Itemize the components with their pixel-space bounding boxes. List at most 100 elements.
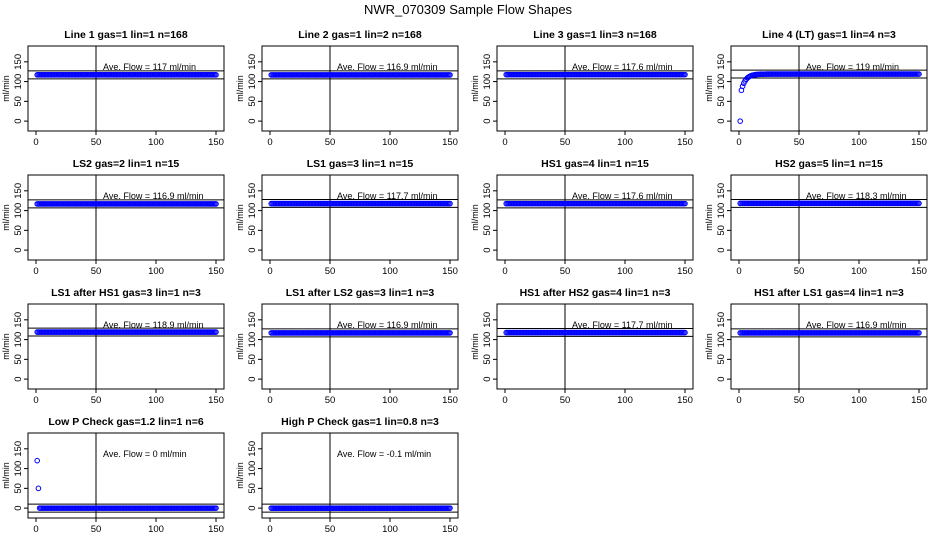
x-tick-label: 150 bbox=[677, 137, 693, 148]
y-tick-label: 150 bbox=[247, 441, 258, 457]
x-tick-label: 150 bbox=[911, 395, 927, 406]
y-tick-label: 150 bbox=[482, 183, 493, 199]
y-tick-label: 0 bbox=[482, 247, 493, 252]
x-tick-label: 50 bbox=[325, 395, 336, 406]
data-point bbox=[739, 83, 746, 90]
panel: Line 2 gas=1 lin=2 n=168 0 50 100 150 0 50 100 1… bbox=[235, 29, 459, 148]
panel-title: Line 1 gas=1 lin=1 n=168 bbox=[64, 29, 188, 41]
y-tick-label: 50 bbox=[13, 354, 24, 365]
x-tick-label: 0 bbox=[502, 137, 507, 148]
average-flow-label: Ave. Flow = 116.9 ml/min bbox=[337, 62, 437, 72]
x-tick-label: 50 bbox=[560, 395, 571, 406]
y-tick-label: 50 bbox=[482, 96, 493, 107]
y-axis-label: ml/min bbox=[704, 333, 714, 360]
average-flow-label: Ave. Flow = 119 ml/min bbox=[806, 62, 899, 72]
data-point bbox=[737, 118, 744, 124]
panel: HS2 gas=5 lin=1 n=150 50 100 150050100150ml… bbox=[704, 158, 928, 277]
y-tick-label: 0 bbox=[716, 118, 727, 123]
y-tick-label: 150 bbox=[482, 312, 493, 328]
x-tick-label: 150 bbox=[442, 266, 458, 277]
y-tick-label: 50 bbox=[13, 96, 24, 107]
panel-title: HS1 after HS2 gas=4 lin=1 n=3 bbox=[520, 287, 671, 299]
y-axis-label: ml/min bbox=[1, 75, 11, 102]
average-flow-label: Ave. Flow = 118.3 ml/min bbox=[806, 191, 906, 201]
x-tick-label: 150 bbox=[677, 266, 693, 277]
average-flow-label: Ave. Flow = 117.7 ml/min bbox=[337, 191, 437, 201]
panel-title: Low P Check gas=1.2 lin=1 n=6 bbox=[48, 416, 203, 428]
panel-title: Line 4 (LT) gas=1 lin=4 n=3 bbox=[762, 29, 896, 41]
plot-frame bbox=[496, 303, 694, 390]
x-tick-label: 0 bbox=[267, 524, 272, 535]
y-tick-label: 50 bbox=[247, 225, 258, 236]
y-tick-label: 0 bbox=[247, 247, 258, 252]
y-tick-label: 100 bbox=[482, 203, 493, 219]
y-tick-label: 100 bbox=[13, 74, 24, 90]
x-tick-label: 50 bbox=[325, 524, 336, 535]
x-tick-label: 100 bbox=[851, 137, 867, 148]
x-tick-label: 150 bbox=[911, 266, 927, 277]
y-axis-label: ml/min bbox=[704, 75, 714, 102]
x-tick-label: 150 bbox=[442, 524, 458, 535]
average-flow-label: Ave. Flow = 117.6 ml/min bbox=[572, 191, 672, 201]
x-tick-label: 150 bbox=[208, 524, 224, 535]
y-tick-label: 100 bbox=[716, 203, 727, 219]
x-tick-label: 50 bbox=[91, 524, 102, 535]
y-tick-label: 0 bbox=[13, 118, 24, 123]
data-point bbox=[213, 201, 219, 207]
x-tick-label: 150 bbox=[208, 395, 224, 406]
x-tick-label: 0 bbox=[33, 266, 38, 277]
data-point bbox=[682, 71, 688, 78]
plot-frame bbox=[261, 45, 459, 132]
y-tick-label: 50 bbox=[13, 483, 24, 494]
plot-frame bbox=[27, 174, 225, 261]
x-tick-label: 100 bbox=[382, 137, 398, 148]
y-tick-label: 50 bbox=[247, 96, 258, 107]
y-tick-label: 50 bbox=[247, 483, 258, 494]
y-tick-label: 100 bbox=[247, 203, 258, 219]
data-point bbox=[213, 505, 219, 511]
x-tick-label: 100 bbox=[382, 266, 398, 277]
average-flow-label: Ave. Flow = 117 ml/min bbox=[103, 62, 196, 72]
plot-frame bbox=[27, 432, 225, 519]
panel: LS1 after LS2 gas=3 lin=1 n=3 0 50 100 150 0 5… bbox=[235, 287, 459, 406]
average-flow-label: Ave. Flow = 117.7 ml/min bbox=[572, 320, 672, 330]
x-tick-label: 150 bbox=[208, 266, 224, 277]
y-tick-label: 150 bbox=[13, 183, 24, 199]
y-tick-label: 150 bbox=[13, 312, 24, 328]
y-axis-label: ml/min bbox=[1, 204, 11, 231]
y-tick-label: 0 bbox=[13, 505, 24, 510]
panel-title: LS1 after LS2 gas=3 lin=1 n=3 bbox=[286, 287, 435, 299]
panel: Line 4 (LT) gas=1 lin=4 n=3 0 50 100 150 0 50 1… bbox=[704, 29, 928, 148]
data-point bbox=[916, 71, 922, 77]
panel: Line 3 gas=1 lin=3 n=168 0 50 100 150 0 50 100 1… bbox=[470, 29, 694, 148]
y-tick-label: 150 bbox=[716, 54, 727, 70]
data-point bbox=[916, 200, 922, 207]
panel-title: HS1 after LS1 gas=4 lin=1 n=3 bbox=[754, 287, 904, 299]
plot-frame bbox=[730, 174, 928, 261]
x-tick-label: 100 bbox=[148, 266, 164, 277]
panel-title: HS2 gas=5 lin=1 n=15 bbox=[775, 158, 883, 170]
panel-title: LS1 gas=3 lin=1 n=15 bbox=[307, 158, 414, 170]
y-tick-label: 100 bbox=[247, 332, 258, 348]
x-tick-label: 100 bbox=[382, 395, 398, 406]
x-tick-label: 100 bbox=[148, 395, 164, 406]
y-tick-label: 0 bbox=[716, 247, 727, 252]
x-tick-label: 100 bbox=[851, 395, 867, 406]
y-axis-label: ml/min bbox=[1, 462, 11, 489]
plot-frame bbox=[261, 174, 459, 261]
plot-frame bbox=[27, 303, 225, 390]
y-tick-label: 100 bbox=[13, 203, 24, 219]
panel: HS1 gas=4 lin=1 n=150 50 100 150050100150ml… bbox=[470, 158, 694, 277]
x-tick-label: 0 bbox=[736, 137, 741, 148]
y-tick-label: 100 bbox=[482, 74, 493, 90]
x-tick-label: 50 bbox=[794, 137, 805, 148]
data-point bbox=[447, 72, 453, 78]
average-flow-label: Ave. Flow = 116.9 ml/min bbox=[103, 191, 203, 201]
x-tick-label: 50 bbox=[91, 137, 102, 148]
x-tick-label: 100 bbox=[148, 137, 164, 148]
x-tick-label: 50 bbox=[91, 266, 102, 277]
y-tick-label: 50 bbox=[716, 354, 727, 365]
y-tick-label: 0 bbox=[482, 118, 493, 123]
y-tick-label: 150 bbox=[247, 183, 258, 199]
